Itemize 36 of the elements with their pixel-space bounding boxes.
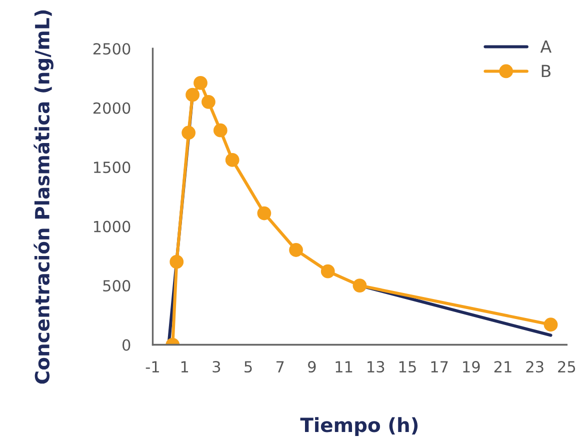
point <box>320 264 335 278</box>
y-tick-label: 2000 <box>93 102 130 114</box>
point <box>194 76 208 90</box>
y-tick-label: 2500 <box>93 43 130 55</box>
y-axis-title: Concentración Plasmática (ng/mL) <box>34 10 54 384</box>
x-tick-label: 7 <box>276 361 284 372</box>
point <box>213 123 228 138</box>
x-tick-label: -1 <box>146 361 159 372</box>
y-tick-label: 1500 <box>94 162 130 174</box>
point <box>544 318 558 332</box>
point <box>225 153 240 167</box>
point <box>202 94 216 109</box>
point <box>352 278 367 292</box>
legend-label: B <box>542 64 550 78</box>
point <box>186 88 200 102</box>
x-axis-title: Tiempo (h) <box>300 417 418 436</box>
x-tick-label: 13 <box>368 361 384 373</box>
x-tick-label: 3 <box>212 361 220 373</box>
point <box>257 206 272 220</box>
x-tick-label: 23 <box>526 361 544 373</box>
x-tick-label: 5 <box>244 361 252 373</box>
legend-label: A <box>540 40 552 53</box>
point <box>289 243 303 257</box>
x-tick-label: 19 <box>463 361 480 373</box>
y-tick-label: 1000 <box>94 220 130 232</box>
x-tick-label: 21 <box>494 361 512 372</box>
point <box>170 254 184 269</box>
x-tick-label: 15 <box>399 361 416 373</box>
y-tick-label: 500 <box>103 280 130 292</box>
y-tick-label: 0 <box>122 339 130 351</box>
x-tick-label: 1 <box>181 361 188 372</box>
x-tick-label: 17 <box>431 361 448 372</box>
x-tick-label: 11 <box>336 361 352 372</box>
x-tick-label: 9 <box>308 361 316 373</box>
x-tick-label: 25 <box>558 361 576 373</box>
point <box>182 126 196 140</box>
